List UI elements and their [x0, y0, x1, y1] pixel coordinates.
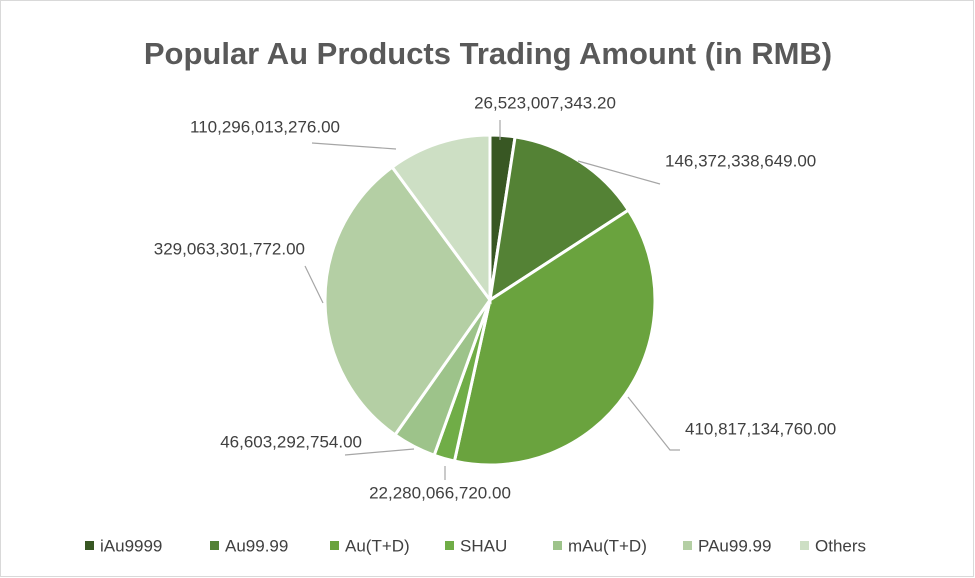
pie-slice	[323, 165, 492, 438]
pie-slice	[390, 133, 492, 305]
pie-slice	[452, 208, 657, 467]
leader-line	[311, 142, 397, 150]
chart-title: Popular Au Products Trading Amount (in R…	[144, 36, 832, 71]
leader-line	[344, 448, 415, 456]
legend-label: mAu(T+D)	[568, 536, 647, 555]
legend-marker	[553, 541, 562, 550]
data-label: 46,603,292,754.00	[220, 432, 362, 451]
data-label: 26,523,007,343.20	[474, 93, 616, 112]
legend-marker	[330, 541, 339, 550]
legend-label: Au(T+D)	[345, 536, 410, 555]
leader-line	[627, 396, 680, 451]
data-label: 110,296,013,276.00	[190, 117, 340, 136]
leader-line	[304, 265, 324, 304]
data-label: 329,063,301,772.00	[154, 239, 305, 258]
data-label: 410,817,134,760.00	[685, 419, 836, 438]
legend-label: Others	[815, 536, 866, 555]
legend-marker	[210, 541, 219, 550]
data-label: 22,280,066,720.00	[369, 483, 511, 502]
legend-label: iAu9999	[100, 536, 162, 555]
legend-marker	[800, 541, 809, 550]
legend-marker	[85, 541, 94, 550]
leader-line	[577, 160, 661, 185]
legend-label: Au99.99	[225, 536, 288, 555]
legend-label: SHAU	[460, 536, 507, 555]
legend-label: PAu99.99	[698, 536, 771, 555]
legend-marker	[683, 541, 692, 550]
legend-marker	[445, 541, 454, 550]
data-label: 146,372,338,649.00	[665, 151, 816, 170]
